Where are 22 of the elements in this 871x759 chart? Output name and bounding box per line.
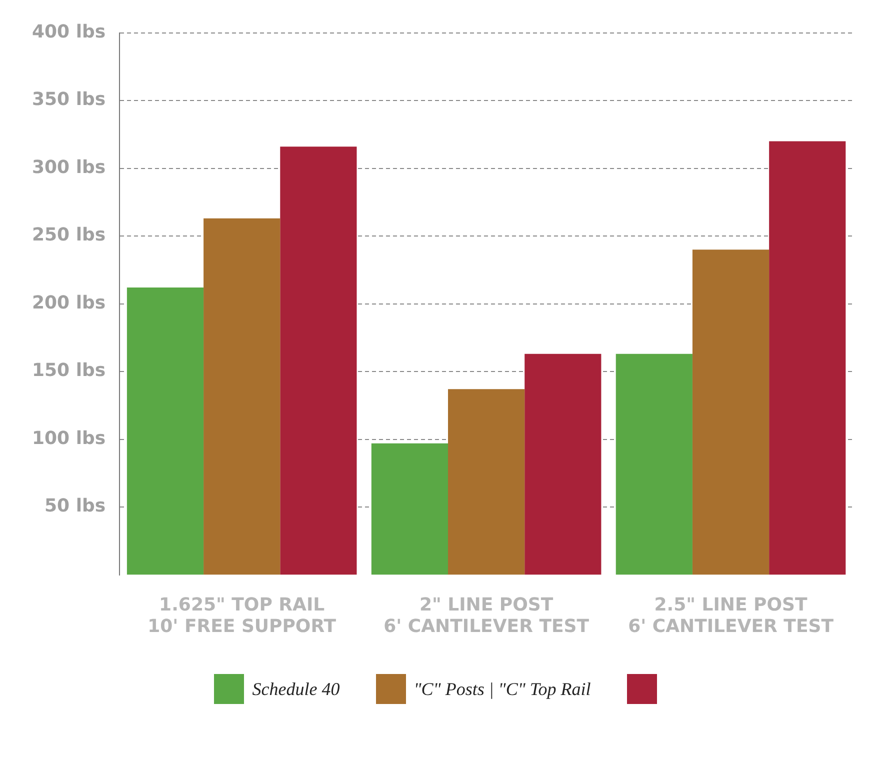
bar	[280, 146, 357, 575]
legend-label: Schedule 40	[252, 678, 340, 700]
y-tick-label: 200 lbs	[32, 292, 106, 314]
bar	[204, 218, 280, 575]
y-tick-label: 350 lbs	[32, 89, 106, 110]
y-tick-label: 100 lbs	[32, 428, 106, 449]
legend-label: "C" Posts | "C" Top Rail	[414, 678, 591, 700]
bar	[371, 443, 448, 575]
bar	[448, 389, 525, 575]
y-tick-label: 50 lbs	[44, 496, 106, 517]
x-tick-label: 2.5" LINE POST 6' CANTILEVER TEST	[628, 594, 834, 637]
x-tick-label: 1.625" TOP RAIL 10' FREE SUPPORT	[148, 594, 337, 637]
bar	[524, 354, 602, 575]
y-tick-label: 250 lbs	[32, 224, 106, 246]
bar	[769, 141, 846, 575]
y-tick-label: 400 lbs	[32, 21, 106, 42]
x-tick-label: 2" LINE POST 6' CANTILEVER TEST	[384, 594, 590, 637]
bar	[126, 288, 204, 575]
bar	[616, 354, 692, 575]
y-tick-label: 150 lbs	[32, 360, 106, 382]
bar	[692, 250, 770, 575]
y-tick-label: 300 lbs	[32, 156, 106, 178]
